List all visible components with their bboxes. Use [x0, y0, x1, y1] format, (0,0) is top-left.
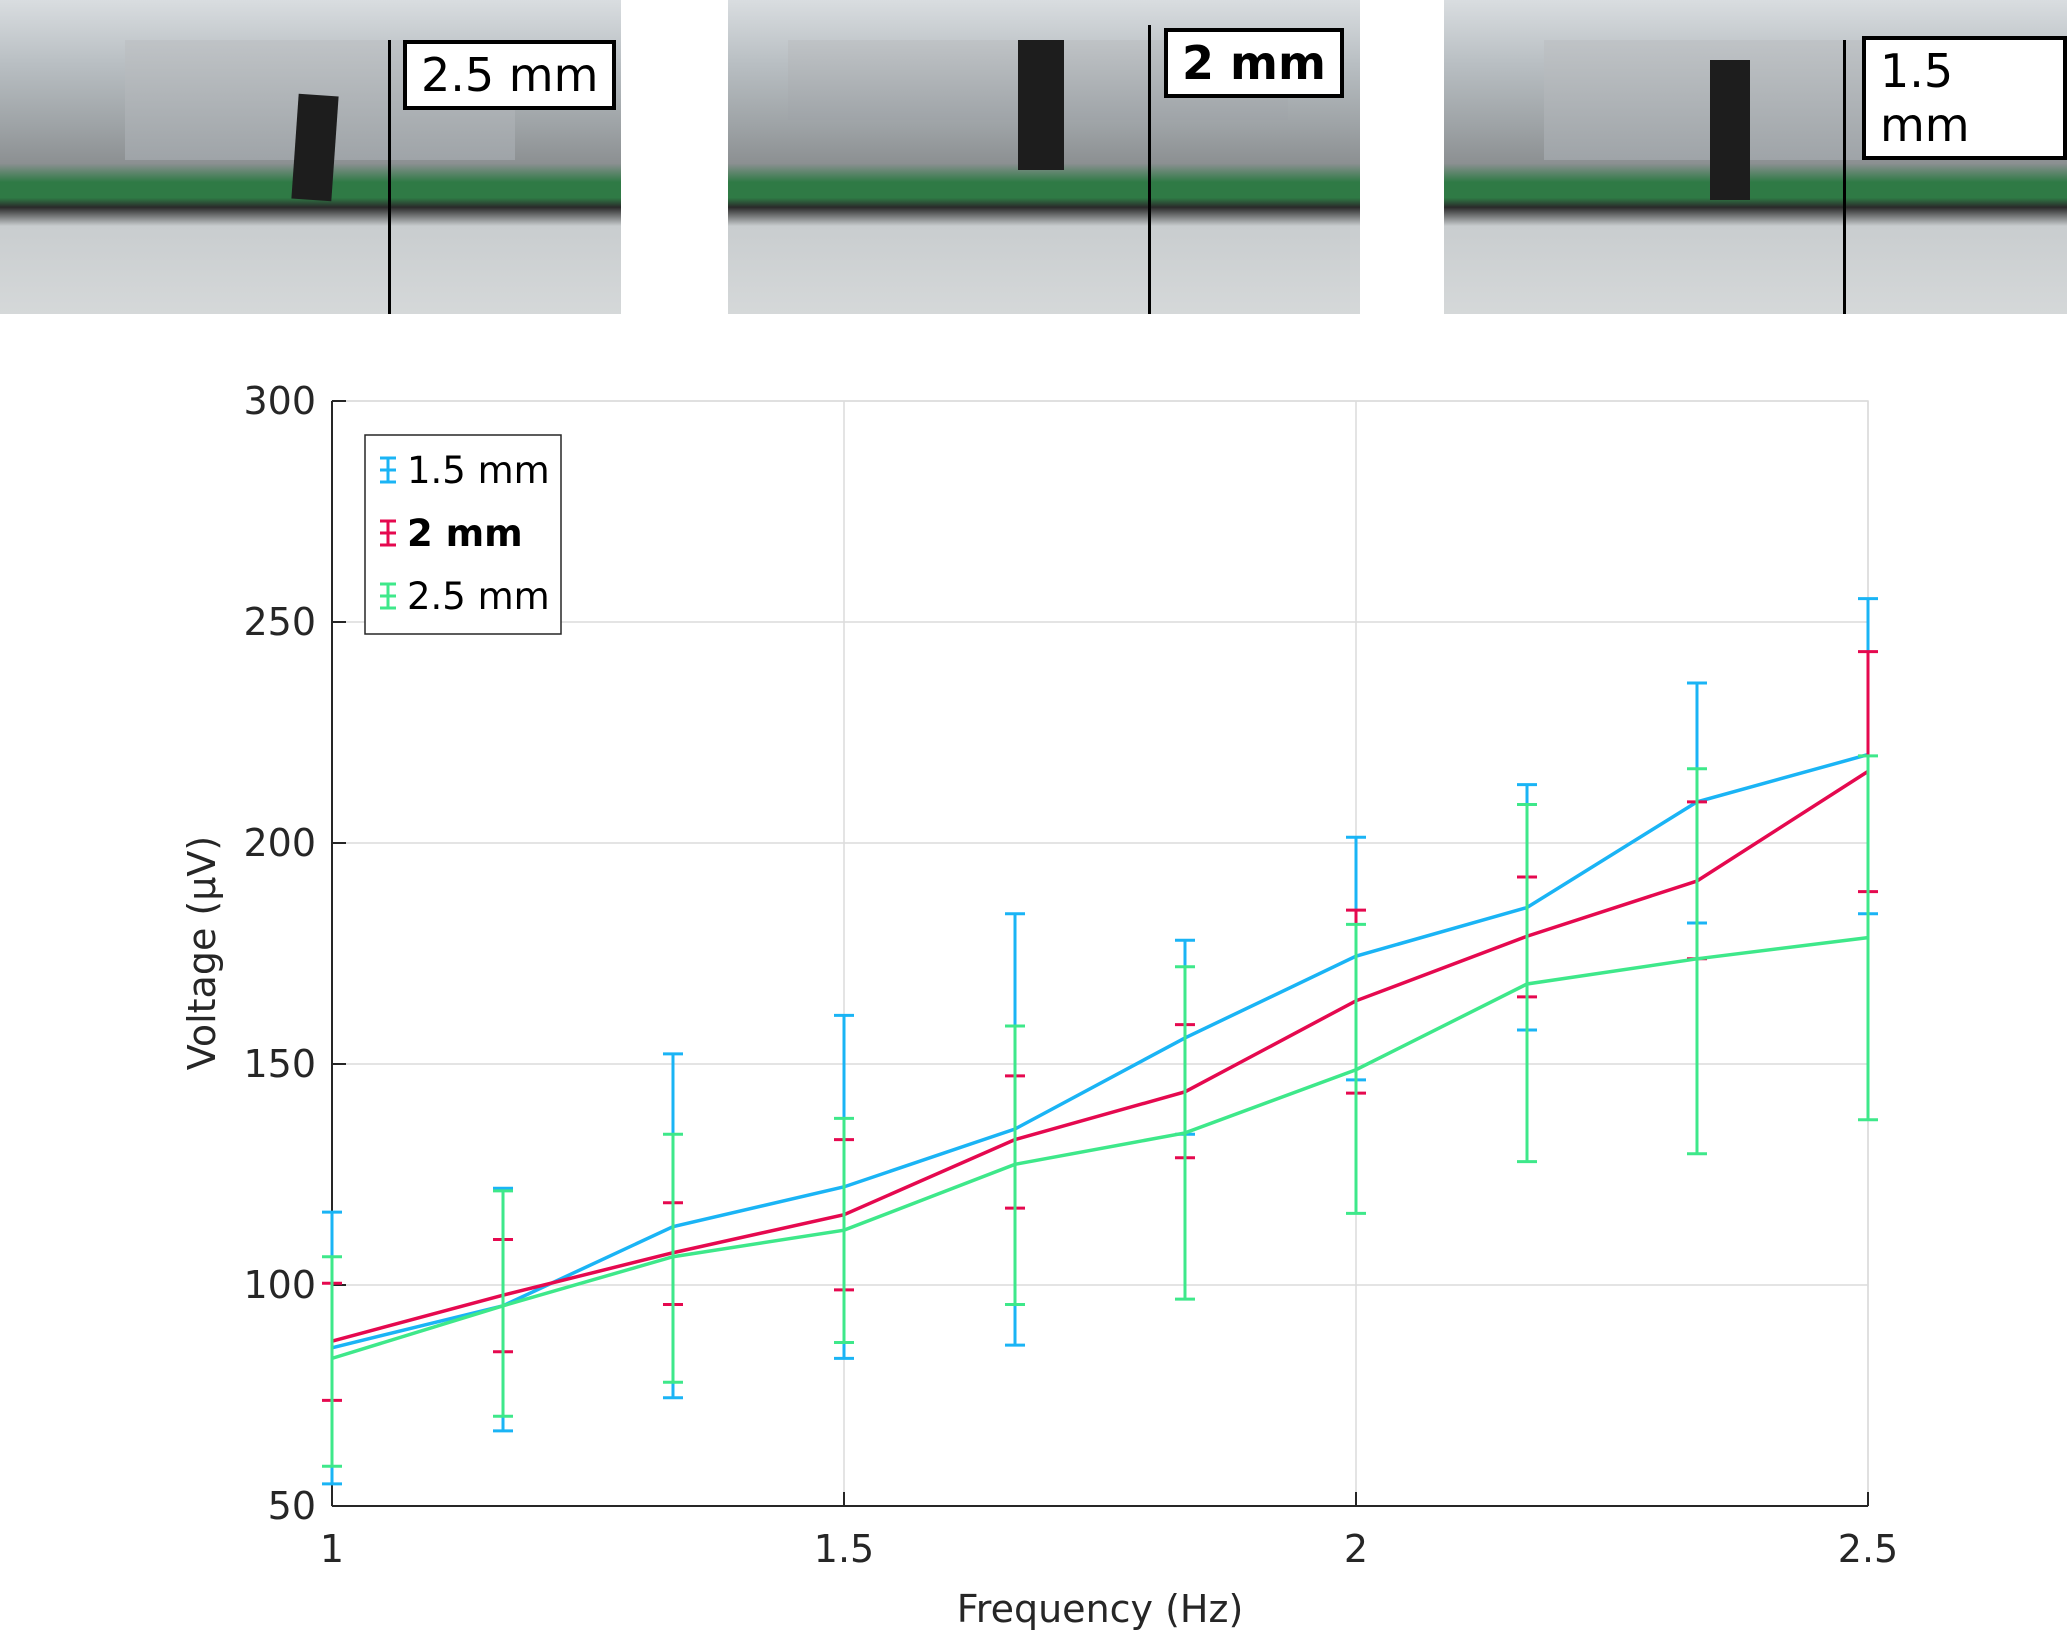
- series-line: [331, 935, 1869, 1361]
- y-tick-label: 250: [243, 600, 316, 644]
- y-tick-label: 50: [268, 1484, 316, 1528]
- y-tick-label: 150: [243, 1042, 316, 1086]
- photo-label: 2.5 mm: [403, 40, 617, 110]
- x-tick-label: 2.5: [1838, 1527, 1898, 1571]
- series-line: [331, 769, 1869, 1343]
- gap-arrow: [1148, 25, 1151, 314]
- series-line: [331, 752, 1869, 1350]
- gap-arrow: [388, 40, 391, 314]
- legend-label: 2 mm: [407, 512, 523, 555]
- photo-2-5mm: 2.5 mm: [0, 0, 621, 314]
- x-axis-label: Frequency (Hz): [957, 1587, 1244, 1631]
- y-tick-label: 100: [243, 1263, 316, 1307]
- x-tick-label: 1: [320, 1527, 344, 1571]
- y-tick-label: 300: [243, 379, 316, 423]
- probe: [1018, 40, 1064, 170]
- photo-label: 2 mm: [1164, 28, 1344, 98]
- legend-box: [364, 434, 562, 635]
- plot-area: [331, 400, 1869, 1507]
- photo-1-5mm: 1.5 mm: [1444, 0, 2067, 314]
- photo-2mm: 2 mm: [728, 0, 1360, 314]
- photo-label: 1.5 mm: [1862, 36, 2067, 160]
- legend-label: 2.5 mm: [407, 575, 550, 618]
- y-axis-label: Voltage (µV): [180, 836, 224, 1070]
- y-tick-label: 200: [243, 821, 316, 865]
- x-tick-label: 2: [1344, 1527, 1368, 1571]
- legend-label: 1.5 mm: [407, 449, 550, 492]
- legend: 1.5 mm 2 mm 2.5 mm: [364, 434, 562, 635]
- series-2-5-mm: [322, 754, 1878, 1468]
- x-tick-label: 1.5: [814, 1527, 874, 1571]
- probe: [1710, 60, 1750, 200]
- gap-arrow: [1843, 40, 1846, 314]
